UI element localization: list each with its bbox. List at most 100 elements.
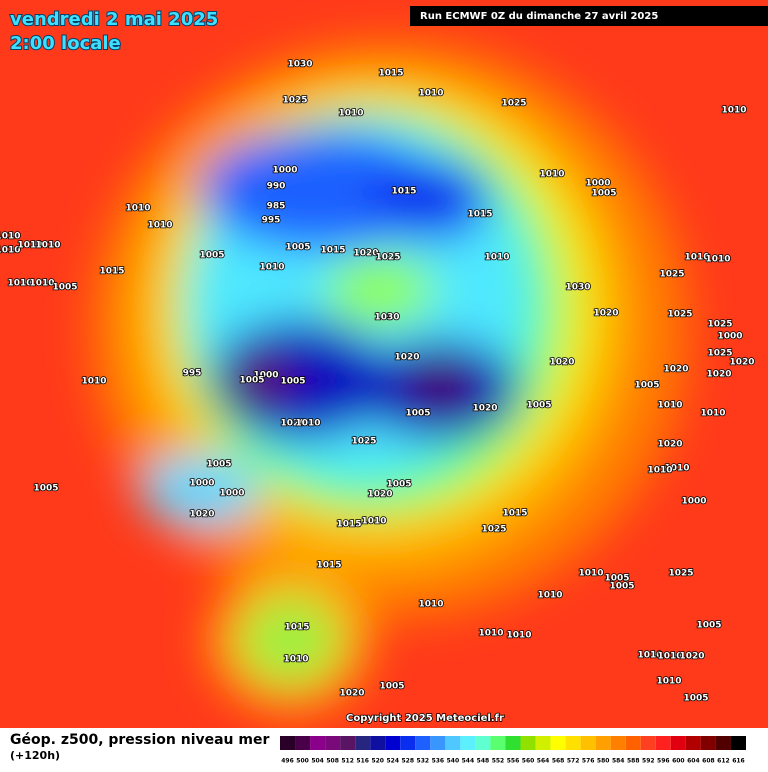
isobar-label: 1010	[578, 569, 603, 579]
legend-swatch	[475, 736, 491, 750]
isobar-label: 1010	[7, 279, 32, 289]
title: vendredi 2 mai 2025	[10, 9, 218, 30]
isobar-label: 1015	[467, 210, 492, 220]
isobar-label: 1010	[637, 651, 662, 661]
legend-label: 616	[732, 758, 745, 765]
legend-swatch	[400, 736, 416, 750]
legend-swatch	[670, 736, 686, 750]
legend-label: 536	[432, 758, 445, 765]
legend-label: 556	[507, 758, 520, 765]
isobar-label: 1005	[33, 484, 58, 494]
footer-lead: (+120h)	[10, 749, 60, 762]
isobar-label: 1000	[681, 497, 706, 507]
isobar-label: 995	[262, 216, 281, 226]
legend-swatch	[445, 736, 461, 750]
isobar-label: 1020	[706, 370, 731, 380]
legend-swatch	[460, 736, 476, 750]
isobar-label: 1010	[81, 377, 106, 387]
legend-swatch	[505, 736, 521, 750]
isobar-label: 1025	[707, 320, 732, 330]
isobar-label: 1010	[418, 89, 443, 99]
isobar-label: 1005	[280, 377, 305, 387]
isobar-label: 1015	[284, 623, 309, 633]
legend-label: 516	[356, 758, 369, 765]
legend-label: 512	[341, 758, 354, 765]
isobar-label: 1030	[565, 283, 590, 293]
isobar-label: 1005	[239, 376, 264, 386]
isobar-label: 1005	[285, 243, 310, 253]
isobar-label: 1020	[189, 510, 214, 520]
isobar-label: 1025	[668, 569, 693, 579]
isobar-label: 1005	[634, 381, 659, 391]
legend-label: 560	[522, 758, 535, 765]
legend-swatch	[370, 736, 386, 750]
isobar-label: 1020	[280, 419, 305, 429]
isobar-label: 1005	[379, 682, 404, 692]
isobar-label: 1010	[147, 221, 172, 231]
run-bar	[410, 6, 768, 26]
isobar-label: 1005	[683, 694, 708, 704]
isobar-label: 1010	[705, 255, 730, 265]
legend-label: 600	[672, 758, 685, 765]
legend-label: 604	[687, 758, 700, 765]
isobar-label: 1015	[378, 69, 403, 79]
legend-swatch	[355, 736, 371, 750]
isobar-label: 1010	[539, 170, 564, 180]
isobar-label: 1015	[502, 509, 527, 519]
isobar-label: 1005	[52, 283, 77, 293]
isobar-label: 1010	[295, 419, 320, 429]
legend-label: 524	[386, 758, 399, 765]
isobar-label: 1010	[283, 655, 308, 665]
isobar-label: 1025	[501, 99, 526, 109]
legend-swatch	[700, 736, 716, 750]
isobar-label: 1005	[696, 621, 721, 631]
isobar-label: 1000	[717, 332, 742, 342]
isobar-label: 1025	[282, 96, 307, 106]
legend-label: 504	[311, 758, 324, 765]
legend-swatch	[385, 736, 401, 750]
isobar-label: 1015	[99, 267, 124, 277]
legend-swatch	[685, 736, 701, 750]
isobar-label: 1020	[679, 652, 704, 662]
legend-label: 572	[567, 758, 580, 765]
isobar-label: 1020	[593, 309, 618, 319]
map-field	[0, 0, 768, 728]
isobar-label: 1015	[391, 187, 416, 197]
legend-swatch	[550, 736, 566, 750]
legend-swatch	[640, 736, 656, 750]
legend-swatch	[325, 736, 341, 750]
isobar-label: 1010	[664, 464, 689, 474]
isobar-label: 1010	[0, 246, 21, 256]
isobar-label: 1005	[199, 251, 224, 261]
legend-label: 548	[477, 758, 490, 765]
legend-label: 576	[582, 758, 595, 765]
copyright: Copyright 2025 Meteociel.fr	[346, 713, 504, 724]
legend-label: 532	[417, 758, 430, 765]
legend-swatch	[715, 736, 731, 750]
legend-label: 580	[597, 758, 610, 765]
isobar-label: 1005	[604, 574, 629, 584]
legend-swatch	[565, 736, 581, 750]
subtitle: 2:00 locale	[10, 33, 121, 54]
isobar-label: 1010	[0, 232, 21, 242]
isobar-label: 1010	[684, 253, 709, 263]
isobar-label: 1020	[729, 358, 754, 368]
isobar-label: 1020	[367, 490, 392, 500]
isobar-label: 1000	[219, 489, 244, 499]
isobar-label: 1020	[549, 358, 574, 368]
isobar-label: 1010	[17, 241, 42, 251]
legend-label: 588	[627, 758, 640, 765]
isobar-label: 1015	[336, 520, 361, 530]
legend-label: 596	[657, 758, 670, 765]
legend-swatch	[415, 736, 431, 750]
legend-swatch	[430, 736, 446, 750]
isobar-label: 1010	[361, 517, 386, 527]
isobar-label: 1010	[537, 591, 562, 601]
legend-label: 552	[492, 758, 505, 765]
legend-label: 564	[537, 758, 550, 765]
isobar-label: 1000	[189, 479, 214, 489]
legend-swatch	[595, 736, 611, 750]
legend-swatch	[655, 736, 671, 750]
isobar-label: 1010	[721, 106, 746, 116]
